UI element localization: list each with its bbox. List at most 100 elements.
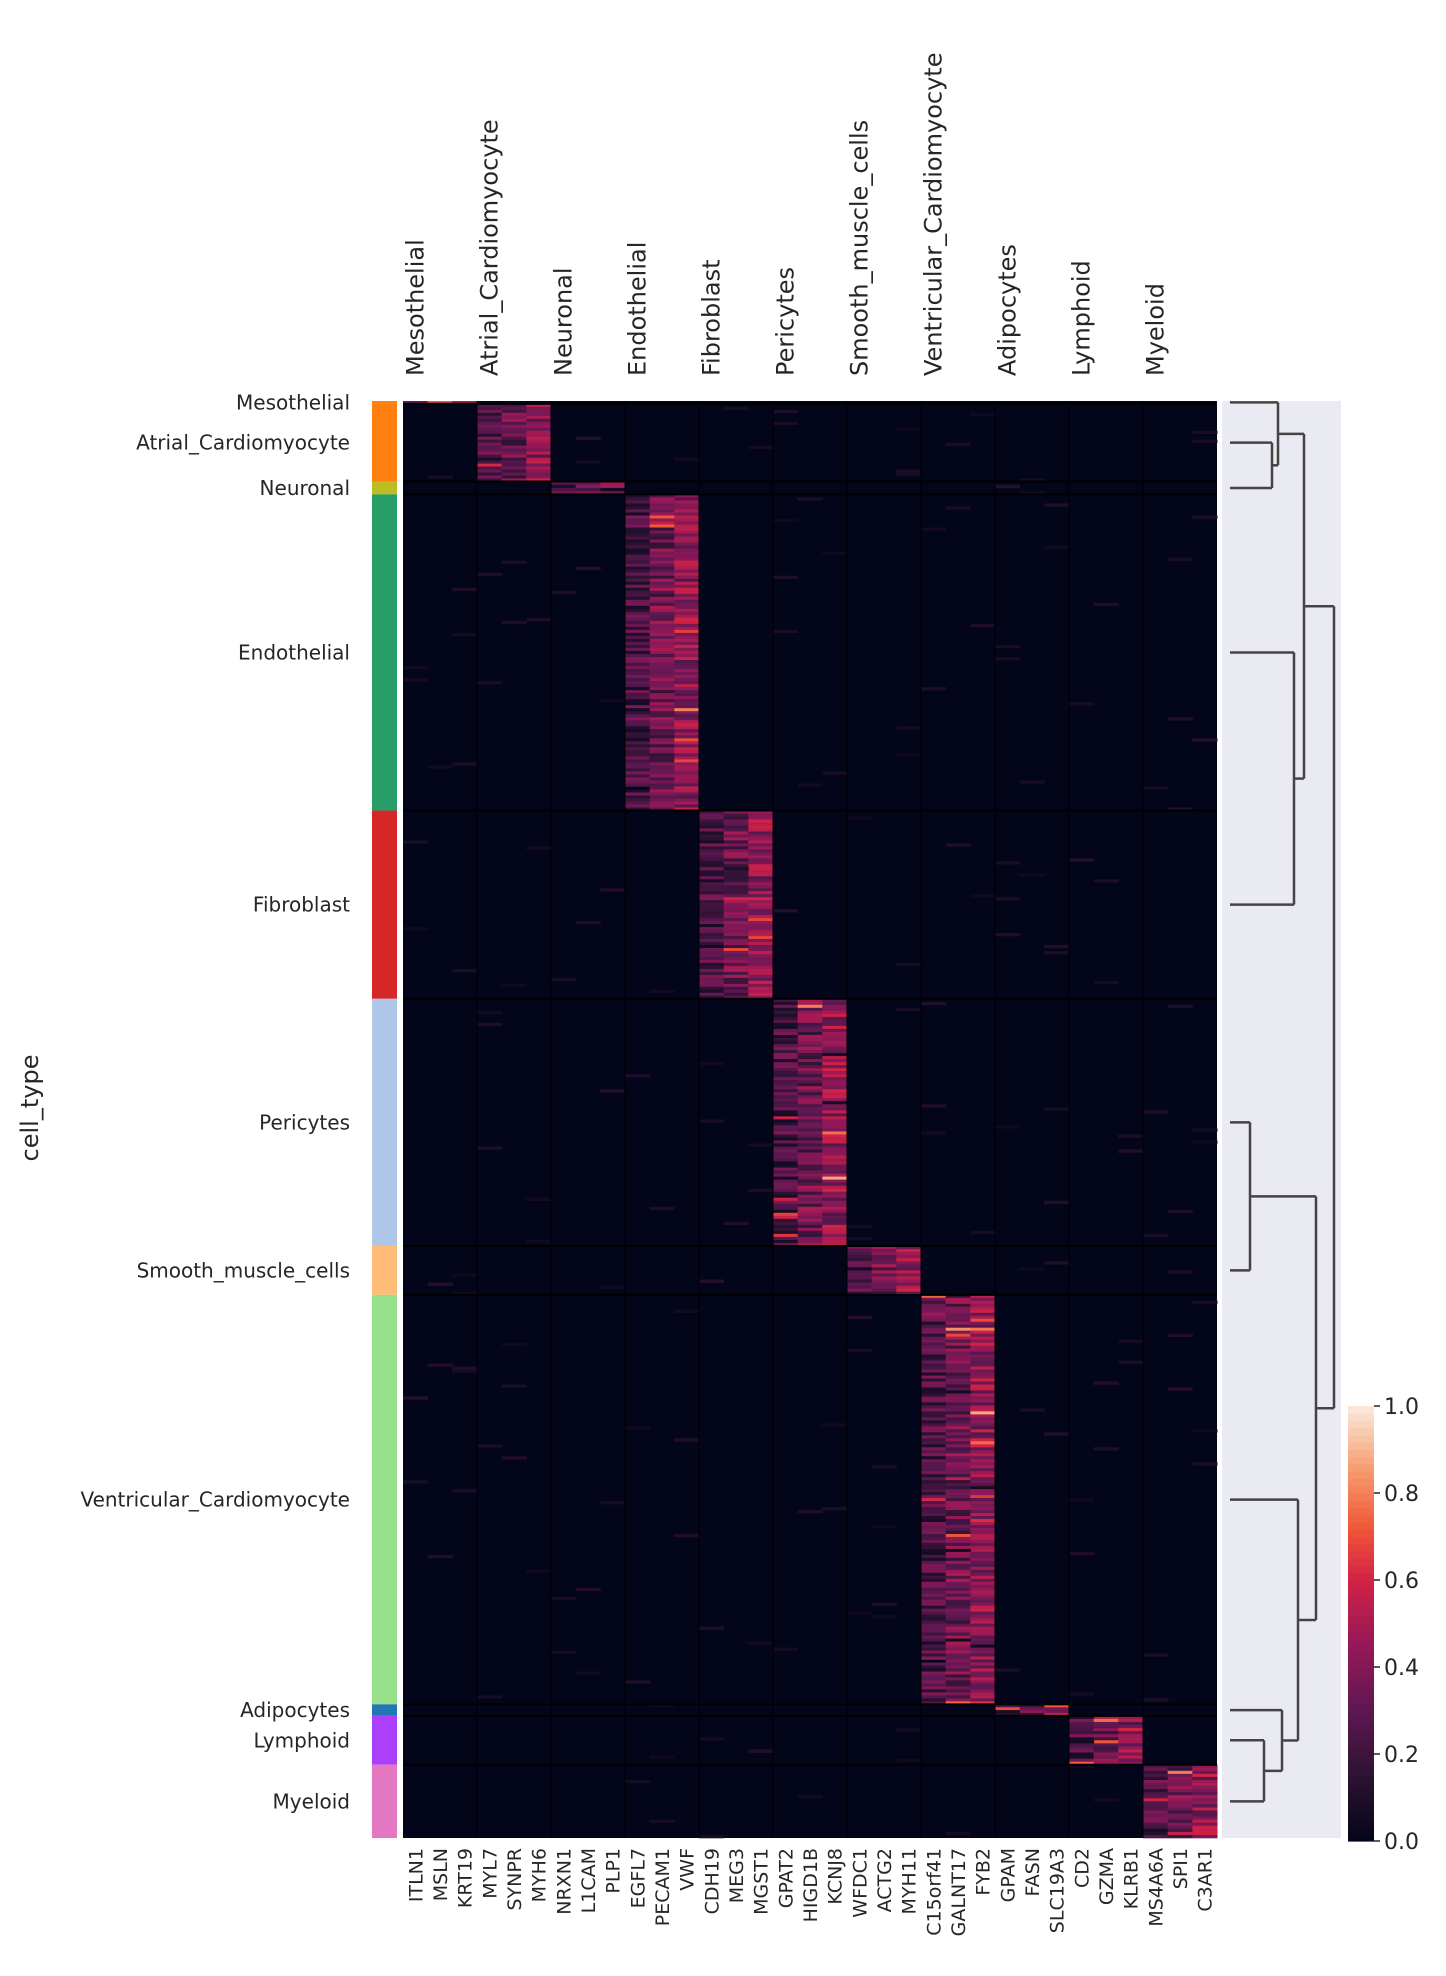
heat-cell (871, 1255, 897, 1259)
heat-cell (995, 1710, 1021, 1714)
gene-label-GZMA: GZMA (1096, 1848, 1118, 1905)
heat-cell (625, 798, 651, 802)
heat-cell (921, 1510, 947, 1514)
heat-cell (625, 711, 651, 715)
heat-cell (921, 1489, 947, 1493)
heat-cell (797, 1167, 823, 1171)
heat-cell (921, 1399, 947, 1403)
gene-label-GALNT17: GALNT17 (948, 1848, 970, 1936)
heat-cell (970, 1408, 996, 1412)
heat-cell (625, 1680, 651, 1684)
heat-cell (723, 915, 749, 919)
heat-cell (921, 1611, 947, 1615)
heat-cell (403, 840, 429, 844)
heat-cell (748, 882, 774, 886)
heat-cell (674, 596, 700, 601)
heat-cell (674, 702, 700, 706)
group-bar-Adipocytes (372, 1704, 397, 1716)
heat-cell (773, 1188, 799, 1193)
heat-cell (822, 1173, 848, 1177)
heat-cell (723, 977, 749, 982)
heat-cell (625, 687, 651, 691)
heat-cell (921, 1312, 947, 1317)
heat-cell (773, 1065, 799, 1069)
heat-cell (1167, 1004, 1193, 1009)
heat-cell (945, 1369, 971, 1373)
heat-cell (773, 1047, 799, 1051)
heat-cell (1118, 1740, 1144, 1744)
heat-cell (674, 765, 700, 769)
heat-cell (699, 1834, 725, 1839)
heat-cell (970, 1492, 996, 1496)
heat-cell (921, 1551, 947, 1556)
heat-cell (797, 1218, 823, 1223)
heat-cell (748, 977, 774, 982)
heat-cell (945, 1662, 971, 1666)
heat-cell (773, 1122, 799, 1126)
heat-cell (501, 454, 527, 458)
heat-cell (921, 1408, 947, 1412)
heat-cell (674, 542, 700, 546)
heat-cell (674, 774, 700, 778)
heat-cell (945, 1318, 971, 1323)
heat-cell (822, 1022, 848, 1027)
heat-cell (1093, 1381, 1119, 1385)
top-group-label-Atrial_Cardiomyocyte: Atrial_Cardiomyocyte (475, 119, 503, 376)
heat-cell (847, 1276, 873, 1280)
heat-cell (921, 1486, 947, 1490)
heat-cell (970, 1614, 996, 1618)
heat-cell (945, 506, 971, 510)
heat-cell (797, 1795, 823, 1799)
heat-cell (921, 1572, 947, 1577)
heat-cell (427, 765, 453, 769)
heat-cell (797, 1143, 823, 1147)
heat-cell (674, 545, 700, 549)
heat-cell (625, 569, 651, 573)
heat-cell (748, 974, 774, 979)
heat-cell (699, 879, 725, 883)
heat-cell (797, 1215, 823, 1220)
heat-cell (822, 1086, 848, 1090)
heat-cell (921, 1527, 947, 1532)
heat-cell (970, 1230, 996, 1235)
heat-cell (797, 1068, 823, 1072)
heat-cell (674, 527, 700, 531)
heat-cell (748, 894, 774, 898)
heat-cell (847, 1267, 873, 1271)
heat-cell (921, 1468, 947, 1472)
heat-cell (921, 1620, 947, 1624)
heat-cell (970, 1599, 996, 1604)
gene-label-GPAM: GPAM (997, 1848, 1019, 1902)
heat-cell (921, 1698, 947, 1702)
heat-cell (674, 738, 700, 742)
heat-cell (699, 977, 725, 982)
heat-cell (921, 1426, 947, 1430)
heat-cell (970, 1623, 996, 1627)
heat-cell (699, 840, 725, 844)
gene-label-ACTG2: ACTG2 (874, 1848, 896, 1912)
heat-cell (427, 1554, 453, 1559)
heat-cell (699, 876, 725, 880)
heat-cell (773, 1131, 799, 1135)
heat-cell (649, 690, 675, 694)
heat-cell (970, 1698, 996, 1702)
heat-cell (773, 1203, 799, 1208)
heat-cell (896, 1267, 922, 1271)
heat-cell (526, 439, 552, 443)
heat-cell (526, 448, 552, 452)
heat-cell (501, 445, 527, 449)
heat-cell (723, 903, 749, 907)
heat-cell (945, 1324, 971, 1328)
heat-cell (970, 1426, 996, 1430)
heat-cell (1118, 1715, 1144, 1720)
heat-cell (649, 572, 675, 576)
heat-cell (1118, 1134, 1144, 1138)
gene-label-SLC19A3: SLC19A3 (1047, 1848, 1069, 1933)
heat-cell (748, 989, 774, 994)
heat-cell (945, 1489, 971, 1493)
heat-cell (921, 1599, 947, 1604)
heat-cell (945, 1465, 971, 1469)
heat-cell (945, 1483, 971, 1487)
heat-cell (945, 1551, 971, 1556)
heat-cell (797, 998, 823, 1003)
